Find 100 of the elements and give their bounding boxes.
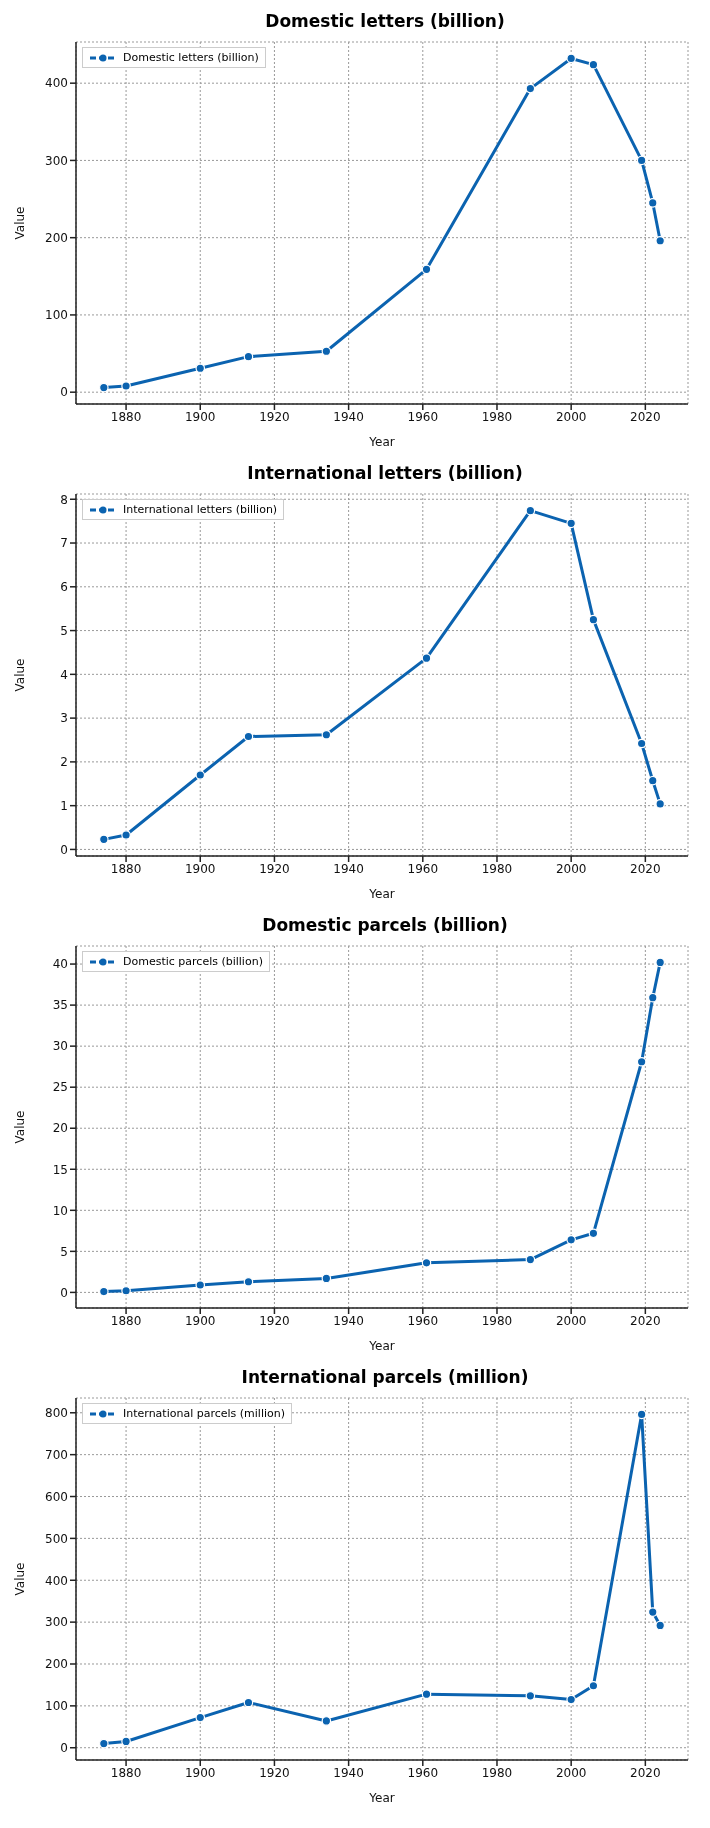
y-axis-title: Value [13, 1110, 28, 1144]
point [99, 382, 109, 393]
x-tick-label: 1980 [481, 1765, 513, 1780]
x-tick-label: 1960 [407, 1313, 439, 1328]
y-tick-label: 40 [52, 957, 68, 972]
y-tick-label: 1 [60, 798, 68, 813]
point [243, 1697, 254, 1708]
point [121, 1736, 131, 1747]
x-axis-title: Year [368, 1791, 395, 1805]
y-tick-label: 0 [60, 1740, 68, 1755]
y-tick-label: 500 [45, 1531, 68, 1546]
point [321, 729, 332, 740]
point [421, 264, 432, 275]
x-tick-label: 1940 [333, 1313, 364, 1328]
y-tick-label: 25 [52, 1080, 68, 1095]
point [655, 957, 665, 968]
y-tick-label: 0 [60, 385, 68, 400]
y-tick-label: 800 [45, 1406, 68, 1421]
point [636, 1056, 647, 1067]
y-tick-label: 300 [45, 1615, 68, 1630]
y-tick-label: 5 [60, 623, 68, 638]
x-tick-label: 1940 [333, 1765, 364, 1780]
point [655, 799, 665, 809]
y-tick-label: 400 [45, 1573, 68, 1588]
x-tick-label: 1920 [259, 1313, 290, 1328]
x-tick-label: 1940 [333, 861, 364, 876]
legend-label: Domestic parcels (billion) [123, 955, 263, 968]
x-tick-label: 1980 [481, 1313, 513, 1328]
x-tick-label: 1980 [481, 409, 513, 424]
x-tick-label: 2020 [630, 409, 661, 424]
x-tick-label: 2000 [555, 861, 587, 876]
y-tick-label: 5 [60, 1244, 68, 1259]
x-tick-label: 1920 [259, 1765, 290, 1780]
y-tick-label: 6 [60, 580, 68, 595]
x-tick-label: 1920 [259, 409, 290, 424]
y-tick-label: 0 [60, 1285, 68, 1300]
x-tick-label: 1960 [407, 1765, 439, 1780]
x-tick-label: 1960 [407, 861, 439, 876]
point [566, 53, 576, 64]
point [636, 155, 647, 166]
point [121, 830, 131, 840]
legend-label: International parcels (million) [123, 1407, 286, 1420]
y-tick-label: 0 [60, 842, 68, 857]
y-tick-label: 600 [45, 1489, 68, 1504]
legend-label: International letters (billion) [123, 503, 278, 516]
y-tick-label: 3 [60, 711, 68, 726]
point [566, 518, 576, 529]
point [99, 1738, 109, 1749]
point [647, 198, 658, 208]
x-tick-label: 1900 [184, 1765, 216, 1780]
y-tick-label: 8 [60, 492, 68, 507]
point [588, 1680, 599, 1691]
point [588, 1228, 599, 1239]
y-tick-label: 20 [52, 1121, 68, 1136]
chart-title: International parcels (million) [240, 1366, 530, 1389]
y-tick-label: 200 [45, 1657, 68, 1672]
point [525, 83, 536, 94]
x-tick-label: 1960 [407, 409, 439, 424]
y-tick-label: 15 [52, 1162, 68, 1177]
y-tick-label: 100 [45, 1699, 68, 1714]
point [99, 834, 109, 845]
x-tick-label: 2020 [630, 1313, 661, 1328]
y-axis-title: Value [13, 206, 28, 240]
point [195, 363, 206, 374]
point [566, 1694, 576, 1705]
x-tick-label: 1880 [110, 861, 142, 876]
x-tick-label: 2000 [555, 1313, 587, 1328]
point [525, 1254, 536, 1265]
point [243, 731, 254, 742]
point [636, 1409, 647, 1420]
y-tick-label: 700 [45, 1447, 68, 1462]
x-axis-title: Year [368, 887, 395, 901]
chart-title: International letters (billion) [246, 462, 524, 485]
y-tick-label: 4 [60, 667, 68, 682]
y-tick-label: 100 [45, 308, 68, 323]
point [421, 1258, 432, 1268]
x-tick-label: 1920 [259, 861, 290, 876]
y-tick-label: 400 [45, 76, 68, 91]
y-tick-label: 200 [45, 230, 68, 245]
x-axis-title: Year [368, 1339, 395, 1353]
y-axis-title: Value [13, 1562, 28, 1596]
x-tick-label: 1880 [110, 1765, 142, 1780]
x-tick-label: 1900 [184, 1313, 216, 1328]
point [195, 1280, 206, 1290]
point [647, 1607, 658, 1617]
legend-label: Domestic letters (billion) [123, 51, 259, 64]
x-axis-title: Year [368, 435, 395, 449]
point [655, 1620, 665, 1631]
point [421, 1689, 432, 1699]
y-tick-label: 300 [45, 153, 68, 168]
point [121, 1285, 131, 1296]
point [321, 1716, 332, 1726]
x-tick-label: 2020 [630, 861, 661, 876]
point [121, 381, 131, 391]
point [525, 1691, 536, 1701]
point [321, 346, 332, 357]
x-tick-label: 1880 [110, 1313, 142, 1328]
x-tick-label: 1900 [184, 409, 216, 424]
x-tick-label: 1940 [333, 409, 364, 424]
point [321, 1273, 332, 1284]
